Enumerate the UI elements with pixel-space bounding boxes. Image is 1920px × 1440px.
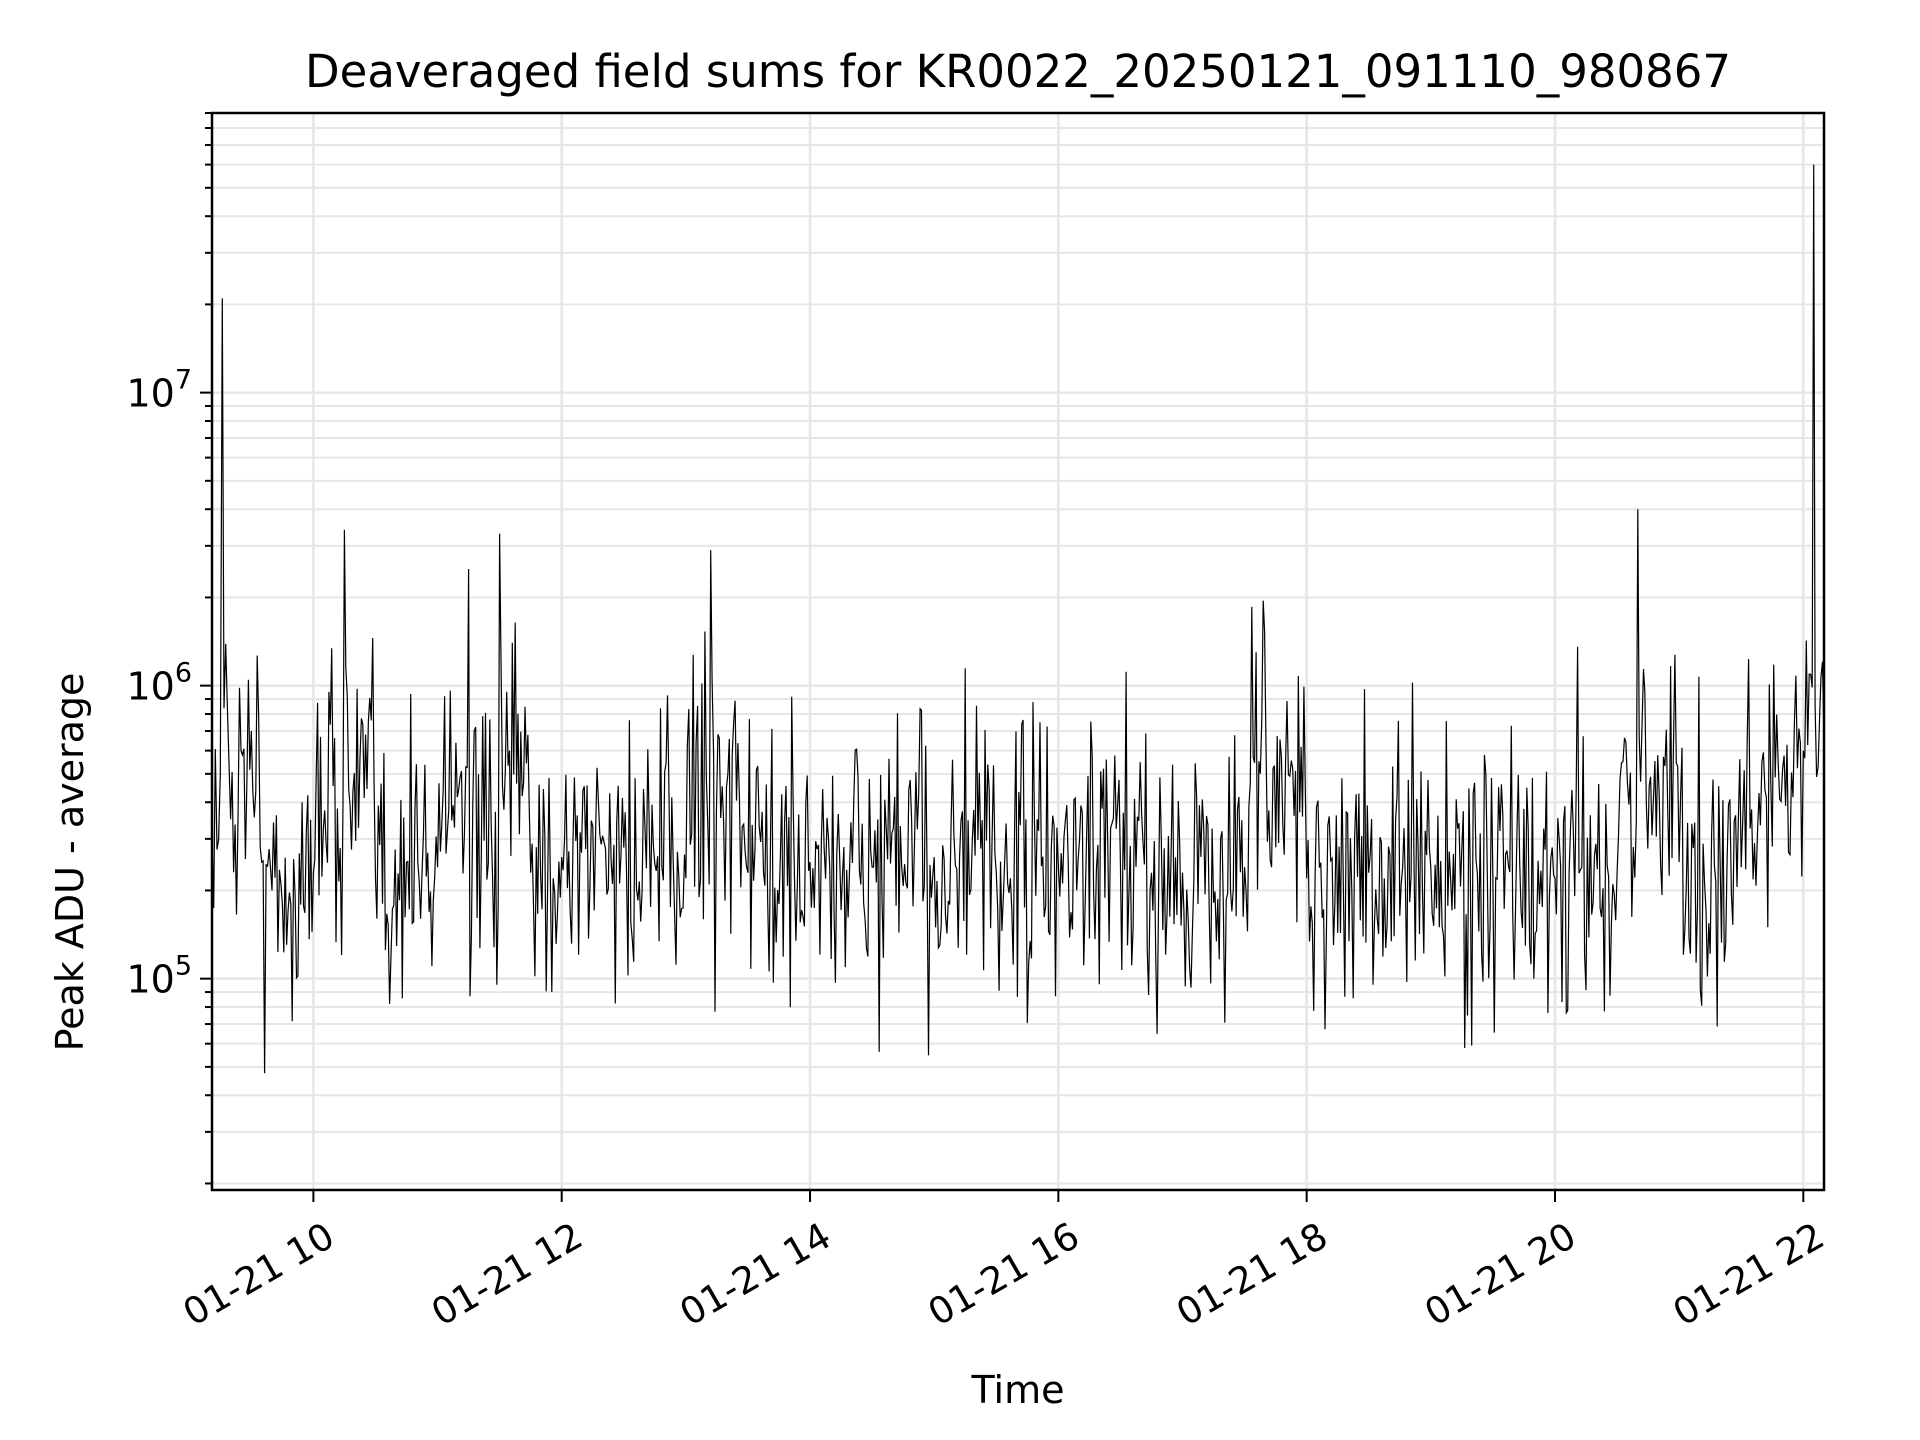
x-tick-label: 01-21 14 <box>673 1214 839 1334</box>
y-tick-label: 107 <box>126 365 192 416</box>
plot-frame <box>210 111 1826 1192</box>
x-tick-label: 01-21 18 <box>1169 1214 1335 1334</box>
series-layer <box>211 164 1825 1074</box>
series-line-0 <box>211 164 1825 1074</box>
chart-title: Deaveraged field sums for KR0022_2025012… <box>305 45 1731 98</box>
grid <box>212 112 1824 1190</box>
x-tick-label: 01-21 10 <box>176 1214 342 1334</box>
x-tick-label: 01-21 20 <box>1418 1214 1584 1334</box>
y-tick-label: 105 <box>126 951 192 1002</box>
y-tick-label: 106 <box>126 658 192 709</box>
x-tick-label: 01-21 12 <box>424 1214 590 1334</box>
y-axis-label: Peak ADU - average <box>48 672 92 1052</box>
x-axis-label: Time <box>971 1368 1065 1412</box>
axis-ticks: 01-21 10 01-21 12 01-21 14 01-21 16 01-21 18… <box>126 112 1832 1335</box>
x-tick-label: 01-21 16 <box>921 1214 1087 1334</box>
x-tick-label: 01-21 22 <box>1666 1214 1832 1334</box>
